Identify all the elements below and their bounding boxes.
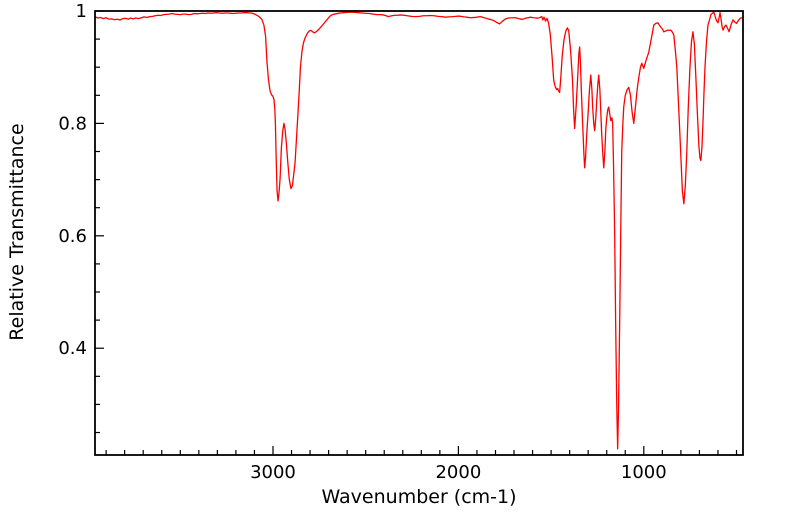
- y-tick-label: 0.4: [58, 338, 87, 359]
- x-tick-label: 3000: [250, 462, 296, 483]
- axes-frame: [94, 10, 744, 456]
- x-axis-title: Wavenumber (cm-1): [321, 486, 517, 508]
- spectrum-line: [95, 11, 743, 450]
- y-tick-label: 0.6: [58, 226, 87, 247]
- x-tick-label: 2000: [435, 462, 481, 483]
- y-tick-label: 1: [76, 1, 87, 22]
- x-tick-label: 1000: [621, 462, 667, 483]
- y-tick-label: 0.8: [58, 113, 87, 134]
